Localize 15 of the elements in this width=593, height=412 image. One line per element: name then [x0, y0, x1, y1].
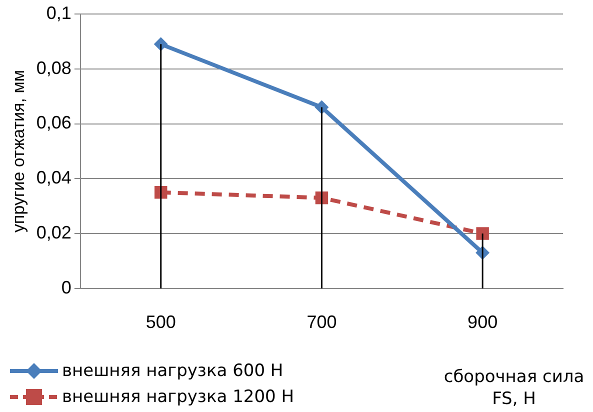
- point: [476, 227, 489, 240]
- y-tick-label: 0,08: [36, 58, 72, 78]
- x-axis-title: сборочная сила FS, Н: [442, 366, 586, 410]
- x-tick-label: 700: [306, 312, 337, 332]
- legend-label: внешняя нагрузка 1200 Н: [62, 386, 294, 409]
- point: [314, 100, 329, 114]
- y-tick-label: 0,06: [36, 112, 72, 133]
- y-tick-label: 0,02: [36, 222, 72, 242]
- y-tick-label: 0,1: [46, 2, 72, 23]
- x-tick-label: 500: [146, 312, 176, 332]
- legend-label: внешняя нагрузка 600 Н: [62, 360, 284, 383]
- y-tick-label: 0,04: [36, 168, 72, 188]
- y-axis-title: упругие отжатия, мм: [8, 70, 28, 232]
- y-tick-label: 0: [61, 277, 72, 298]
- x-tick-label: 900: [468, 312, 498, 332]
